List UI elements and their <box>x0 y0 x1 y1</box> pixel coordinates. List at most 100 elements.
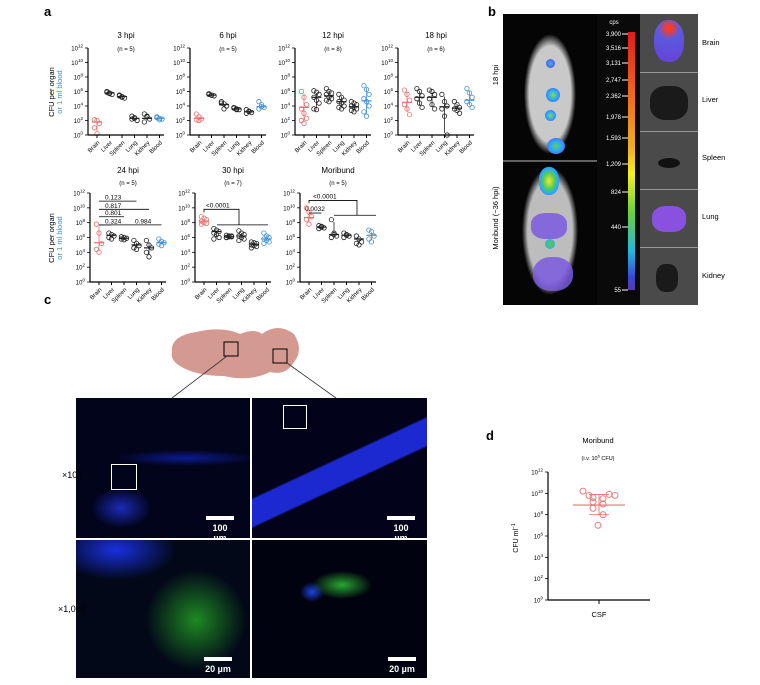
data-point <box>368 239 375 245</box>
sample-size: (n = 5) <box>119 181 137 187</box>
data-point <box>131 115 138 121</box>
tick-exponent: 12 <box>78 44 84 49</box>
tick-base: 10 <box>384 134 391 140</box>
p-value: 0.123 <box>105 195 122 202</box>
y-tick-label: 1012 <box>73 189 85 198</box>
data-point <box>93 246 100 252</box>
data-point <box>401 87 407 93</box>
data-point <box>159 116 165 122</box>
tick-base: 10 <box>76 221 83 227</box>
category-label: Blood <box>149 140 164 155</box>
colorbar-unit: cps <box>609 20 618 26</box>
y-tick-label: 108 <box>76 218 86 227</box>
tick-base: 10 <box>181 221 188 227</box>
category-label: Blood <box>356 140 371 155</box>
tick-base: 10 <box>74 76 81 82</box>
tick-exponent: 4 <box>292 248 295 253</box>
y-tick-label: 100 <box>76 278 86 287</box>
tick-exponent: 4 <box>80 102 83 107</box>
tick-exponent: 6 <box>82 233 85 238</box>
data-point <box>216 234 222 241</box>
p-value: 0.0032 <box>305 206 325 213</box>
data-point <box>229 233 235 239</box>
plot-title: 12 hpi <box>322 31 344 40</box>
category-label: Brain <box>294 140 308 154</box>
data-point <box>199 116 205 122</box>
data-point <box>328 234 334 241</box>
organ-tiles <box>640 14 698 305</box>
y-tick-label: 108 <box>181 218 191 227</box>
plot-title: 24 hpi <box>117 166 139 175</box>
tick-base: 10 <box>286 221 293 227</box>
data-point <box>198 221 204 227</box>
data-point <box>361 109 367 115</box>
tick-base: 10 <box>176 90 183 96</box>
data-point <box>348 107 354 113</box>
y-tick-label: 1012 <box>71 44 83 53</box>
tick-exponent: 10 <box>78 58 84 63</box>
tick-base: 10 <box>281 105 288 111</box>
tick-base: 10 <box>534 556 541 562</box>
data-point <box>366 103 372 109</box>
plot-title: 18 hpi <box>425 31 447 40</box>
data-point <box>313 107 320 113</box>
tick-exponent: 2 <box>540 574 543 579</box>
data-point <box>456 110 463 116</box>
colorbar-tick-label: 440 <box>611 225 622 231</box>
data-point <box>351 109 357 115</box>
y-tick-label: 102 <box>176 116 186 125</box>
sample-size: (n = 7) <box>224 181 242 187</box>
data-point <box>444 103 450 109</box>
data-point <box>131 245 137 251</box>
data-point <box>328 96 335 102</box>
tick-exponent: 0 <box>292 278 295 283</box>
tick-exponent: 0 <box>182 131 185 136</box>
tick-exponent: 6 <box>80 87 83 92</box>
data-point <box>143 249 149 255</box>
data-point <box>303 101 310 108</box>
data-point <box>146 254 152 260</box>
tick-exponent: 8 <box>287 73 290 78</box>
y-axis-label-blood: or 1 ml blood <box>55 70 64 113</box>
y-tick-label: 108 <box>281 73 291 82</box>
y-tick-label: 1010 <box>73 203 85 212</box>
tick-exponent: 6 <box>540 532 543 537</box>
tick-base: 10 <box>384 119 391 125</box>
data-point <box>248 245 254 251</box>
tick-base: 10 <box>384 76 391 82</box>
data-point <box>206 91 212 98</box>
y-tick-label: 1012 <box>283 189 295 198</box>
y-tick-label: 1012 <box>278 44 290 53</box>
tick-base: 10 <box>283 192 290 198</box>
mouse-image-moribund <box>503 161 597 305</box>
data-point <box>589 498 597 506</box>
plot-30-hpi <box>198 208 272 285</box>
tick-base: 10 <box>381 61 388 67</box>
plot-title: Moribund <box>582 436 613 445</box>
y-tick-label: 104 <box>384 102 394 111</box>
tick-exponent: 4 <box>390 102 393 107</box>
y-tick-label: 1012 <box>531 468 543 477</box>
y-tick-label: 106 <box>176 87 186 96</box>
data-point <box>221 106 227 112</box>
data-point <box>93 221 100 227</box>
data-point <box>431 91 438 98</box>
category-label: Brain <box>189 140 203 154</box>
tick-base: 10 <box>281 119 288 125</box>
data-point <box>361 83 367 89</box>
y-tick-label: 1012 <box>178 189 190 198</box>
y-tick-label: 108 <box>286 218 296 227</box>
data-point <box>298 106 304 112</box>
tick-base: 10 <box>176 105 183 111</box>
tick-base: 10 <box>531 471 538 477</box>
tick-base: 10 <box>76 251 83 257</box>
y-axis-label-blood: or 1 ml blood <box>55 216 64 259</box>
colorbar <box>628 32 635 290</box>
data-point <box>211 236 217 242</box>
tick-exponent: 6 <box>287 87 290 92</box>
y-tick-label: 106 <box>281 87 291 96</box>
tick-base: 10 <box>534 599 541 605</box>
